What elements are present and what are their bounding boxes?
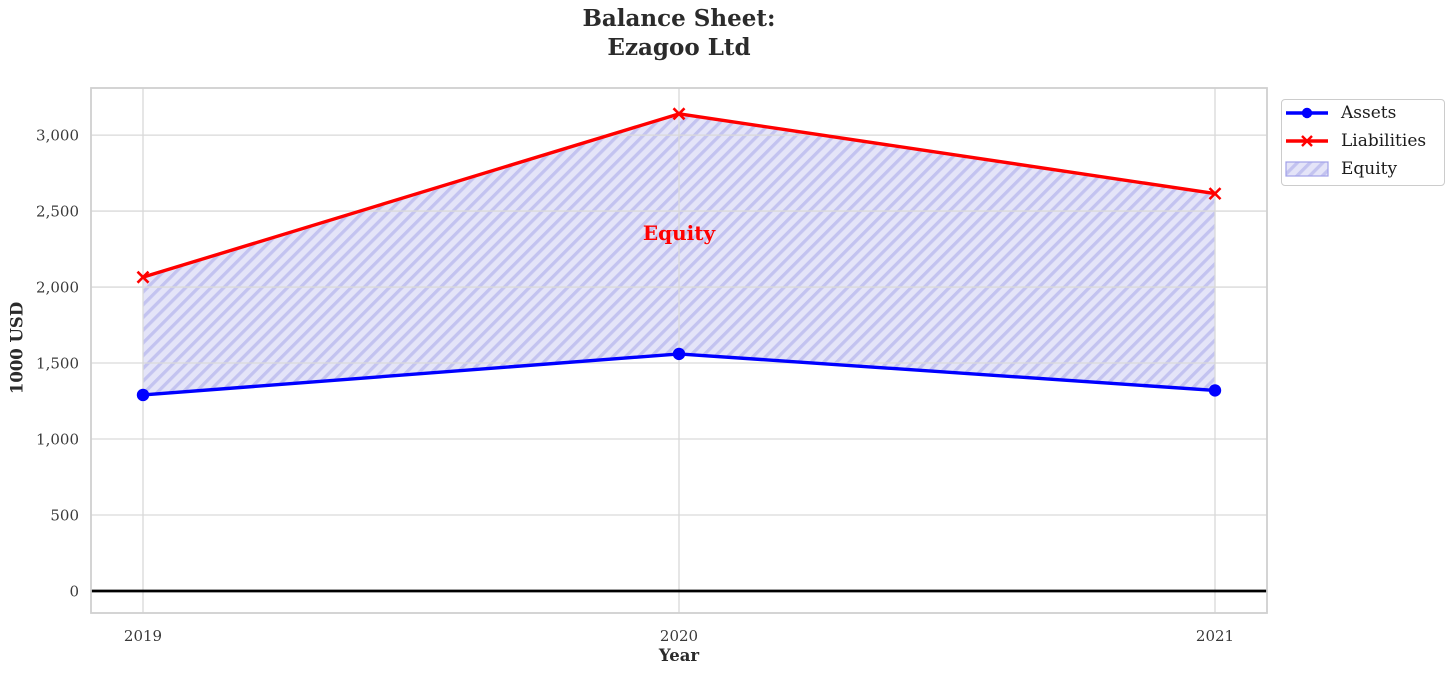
legend-item-equity: Equity (1285, 160, 1438, 178)
legend-label-liabilities: Liabilities (1341, 130, 1427, 151)
chart-title-line1: Balance Sheet: (582, 5, 776, 32)
ytick-2000: 2,000 (36, 279, 79, 297)
ytick-0: 0 (69, 582, 79, 600)
xtick-2020: 2020 (660, 627, 698, 645)
legend-item-assets: Assets (1285, 104, 1438, 122)
equity-legend-patch (1285, 161, 1329, 177)
assets-marker-2019 (136, 388, 150, 402)
ytick-500: 500 (50, 506, 79, 524)
assets-marker-2020 (672, 347, 686, 361)
y-axis-label: 1000 USD (7, 301, 27, 395)
ytick-1500: 1,500 (36, 355, 79, 373)
ytick-1000: 1,000 (36, 431, 79, 449)
liabilities-marker-2021 (1208, 187, 1222, 201)
liabilities-legend-marker (1301, 135, 1313, 147)
legend-label-equity: Equity (1341, 158, 1398, 179)
xtick-2019: 2019 (124, 627, 162, 645)
legend-label-assets: Assets (1341, 102, 1397, 123)
ytick-3000: 3,000 (36, 127, 79, 145)
xtick-2021: 2021 (1196, 627, 1234, 645)
liabilities-marker-2019 (136, 270, 150, 284)
chart-title: Balance Sheet: Ezagoo Ltd (0, 4, 1358, 62)
plot-border (90, 87, 1268, 614)
assets-legend-marker (1301, 107, 1313, 119)
x-axis-label: Year (658, 646, 700, 665)
equity-area-label: Equity (643, 221, 717, 245)
ytick-2500: 2,500 (36, 203, 79, 221)
chart-title-line2: Ezagoo Ltd (607, 34, 751, 61)
liabilities-marker-2020 (672, 107, 686, 121)
legend: Assets Liabilities Equity (1281, 99, 1445, 186)
liabilities-line-swatch (1286, 135, 1328, 147)
legend-item-liabilities: Liabilities (1285, 132, 1438, 150)
equity-patch-swatch (1285, 161, 1329, 177)
assets-marker-2021 (1208, 384, 1222, 397)
assets-line-swatch (1286, 107, 1328, 119)
